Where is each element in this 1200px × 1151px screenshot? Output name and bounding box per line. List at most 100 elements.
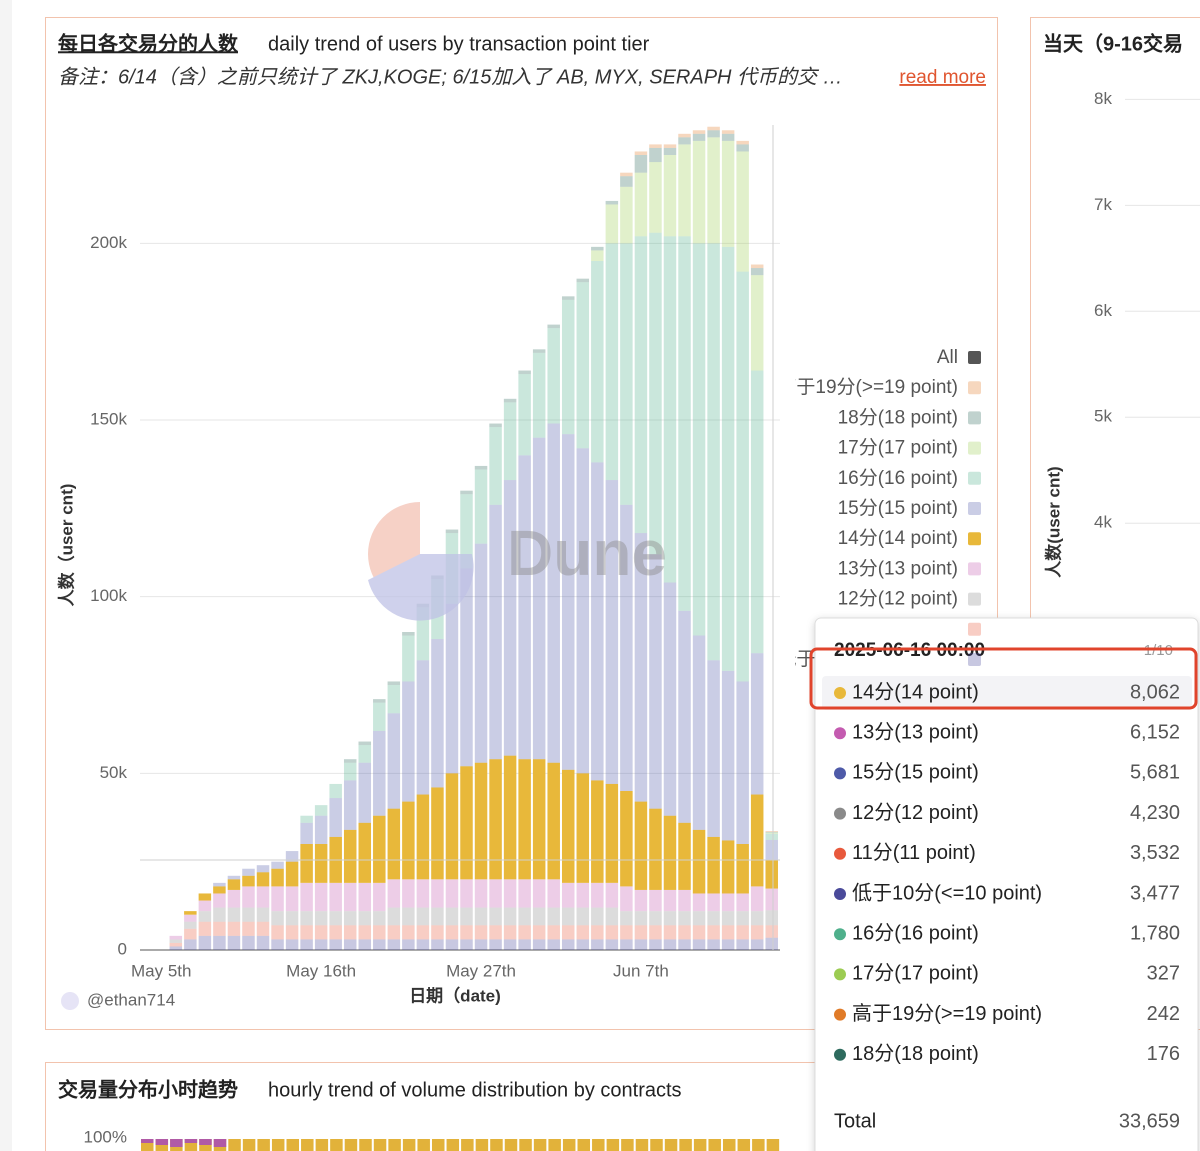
bar-strip xyxy=(228,1139,241,1151)
bar-segment xyxy=(721,939,735,950)
bar-strip xyxy=(286,1139,299,1151)
bar-segment xyxy=(474,879,488,908)
bar-segment xyxy=(576,282,590,449)
bar-segment xyxy=(591,780,604,883)
bar-segment xyxy=(227,889,241,908)
bar-segment xyxy=(605,925,619,940)
bar-segment xyxy=(431,939,444,950)
bar-segment xyxy=(678,889,691,912)
bar-segment xyxy=(489,879,502,908)
bar-segment xyxy=(402,801,415,880)
bar-segment xyxy=(750,886,764,912)
bar-strip xyxy=(373,1139,387,1151)
bar-segment xyxy=(213,921,226,936)
bar-segment xyxy=(707,126,720,131)
bar-segment xyxy=(314,882,328,912)
bar-segment xyxy=(591,462,604,781)
bar-segment xyxy=(765,910,778,926)
x-tick-label: Jun 7th xyxy=(613,961,669,980)
bar-segment xyxy=(416,794,430,880)
bar-segment xyxy=(678,144,691,237)
chart-title[interactable]: 每日各交易分的人数 xyxy=(58,31,239,55)
bar-segment xyxy=(416,879,430,908)
bar-strip xyxy=(504,1139,518,1151)
bar-segment xyxy=(300,939,313,950)
bar-segment xyxy=(373,699,386,703)
bar-segment xyxy=(663,911,677,926)
bar-segment xyxy=(634,925,648,940)
bar-segment xyxy=(358,925,372,940)
bar-strip xyxy=(417,1139,430,1151)
bar-segment xyxy=(169,935,183,940)
bar-segment xyxy=(358,882,372,912)
bar-segment xyxy=(329,939,342,950)
bar-strip xyxy=(723,1139,736,1151)
legend-label: 12分(12 point) xyxy=(838,588,958,610)
tooltip-value: 3,477 xyxy=(1130,882,1180,904)
bar-segment xyxy=(169,942,183,947)
bar-segment xyxy=(227,935,241,950)
bar-segment xyxy=(285,939,299,950)
bar-segment xyxy=(576,925,590,940)
bar-segment xyxy=(547,939,560,950)
bar-segment xyxy=(736,925,749,940)
x-tick-label: May 5th xyxy=(131,961,191,980)
bar-segment xyxy=(692,133,706,141)
bar-segment xyxy=(169,946,183,950)
bar-segment xyxy=(736,893,749,912)
bar-segment xyxy=(460,490,473,495)
bar-segment xyxy=(445,925,459,940)
x-tick-label: May 16th xyxy=(286,961,356,980)
bar-segment xyxy=(518,370,531,375)
bar-segment xyxy=(561,299,575,435)
bar-strip xyxy=(402,1139,416,1151)
bar-segment xyxy=(387,713,401,809)
bar-segment xyxy=(227,879,241,890)
bar-segment xyxy=(532,437,546,760)
bar-strip xyxy=(461,1139,474,1151)
author[interactable]: @ethan714 xyxy=(87,990,175,1009)
bar-strip xyxy=(155,1139,169,1145)
tooltip-value: 8,062 xyxy=(1130,681,1180,703)
bar-segment xyxy=(605,200,619,205)
plot-area: 4k 5k 6k 7k 8k xyxy=(1094,89,1200,532)
legend-label: 14分(14 point) xyxy=(838,527,958,549)
bar-segment xyxy=(271,911,284,926)
read-more-link[interactable]: read more xyxy=(899,67,986,88)
bar-segment xyxy=(765,888,778,911)
bar-segment xyxy=(503,939,517,950)
bar-segment xyxy=(518,374,531,456)
bar-segment xyxy=(591,261,604,463)
bar-segment xyxy=(373,911,386,926)
bar-segment xyxy=(591,907,604,926)
bar-segment xyxy=(765,839,778,861)
bar-segment xyxy=(184,939,197,950)
bar-segment xyxy=(285,925,299,940)
bar-strip xyxy=(737,1139,751,1151)
bar-segment xyxy=(503,925,517,940)
bar-segment xyxy=(343,939,357,950)
bar-segment xyxy=(547,328,560,424)
bar-segment xyxy=(213,935,226,950)
bar-segment xyxy=(750,939,764,950)
bar-segment xyxy=(256,872,270,887)
chart-subtitle: daily trend of users by transaction poin… xyxy=(268,33,650,55)
bar-segment xyxy=(460,925,473,940)
bar-segment xyxy=(649,939,662,950)
bar-segment xyxy=(184,928,197,940)
bar-segment xyxy=(387,939,401,950)
bar-segment xyxy=(445,907,459,926)
tooltip-series-name: 18分(18 point) xyxy=(852,1042,979,1065)
bar-segment xyxy=(373,925,386,940)
chart-note: 备注：6/14（含）之前只统计了 ZKJ,KOGE; 6/15加入了 AB, M… xyxy=(58,65,843,88)
tooltip-title: 2025-06-16 00:00 xyxy=(834,640,985,661)
bar-segment xyxy=(460,766,473,880)
bar-segment xyxy=(634,151,648,155)
bar-segment xyxy=(707,660,720,837)
bar-segment xyxy=(561,882,575,908)
legend-swatch xyxy=(968,622,981,636)
tooltip-value: 3,532 xyxy=(1130,842,1180,864)
y-tick-label: 5k xyxy=(1094,407,1112,426)
bar-segment xyxy=(605,243,619,481)
tooltip-series-name: 高于19分(>=19 point) xyxy=(852,1002,1042,1025)
